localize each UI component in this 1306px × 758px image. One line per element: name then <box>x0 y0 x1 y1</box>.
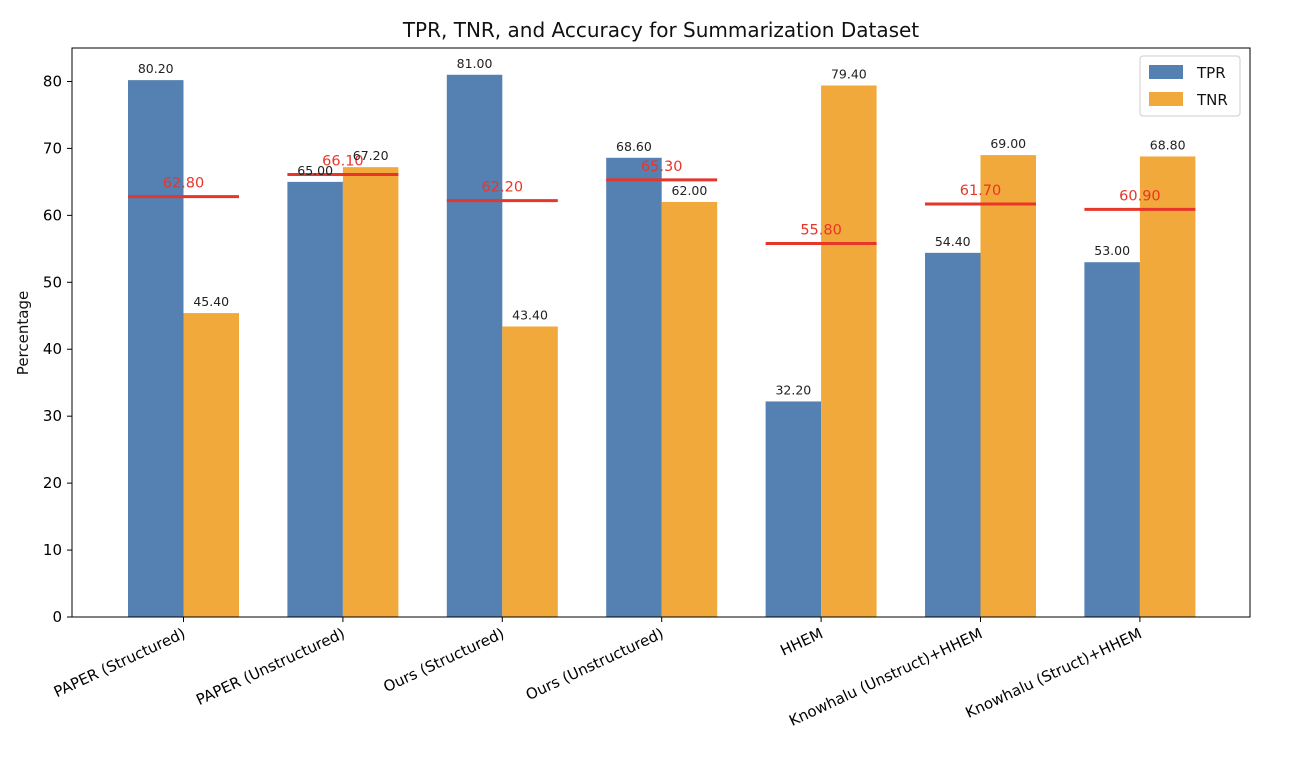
bar-tnr-4 <box>821 85 877 617</box>
bar-tnr-3 <box>661 201 718 617</box>
bar-tnr-5 <box>980 155 1036 617</box>
y-axis: 0 10 20 30 40 50 60 70 80 <box>43 72 72 626</box>
bar-label-tnr-3: 62.00 <box>672 183 708 198</box>
y-tick-label-3: 30 <box>43 407 62 425</box>
bar-tnr-6 <box>1139 156 1196 617</box>
bar-label-tnr-0: 45.40 <box>193 294 229 309</box>
accuracy-layer: 62.80 66.10 62.20 65.30 55.80 61.70 60.90 <box>128 154 1196 245</box>
accuracy-label-2: 62.20 <box>482 180 524 196</box>
legend-label-tpr: TPR <box>1196 64 1226 82</box>
bar-label-tpr-4: 32.20 <box>775 382 811 397</box>
bar-label-tpr-6: 53.00 <box>1094 243 1130 258</box>
bar-label-tpr-0: 80.20 <box>138 61 174 76</box>
bar-tpr-0 <box>128 80 184 617</box>
bar-label-tnr-2: 43.40 <box>512 307 548 322</box>
legend-swatch-tnr <box>1149 92 1183 106</box>
y-axis-title: Percentage <box>14 291 32 375</box>
bar-tpr-3 <box>606 157 662 618</box>
bar-label-tnr-6: 68.80 <box>1150 137 1186 152</box>
bar-tnr-1 <box>342 167 399 618</box>
x-tick-label-2: Ours (Structured) <box>381 624 507 696</box>
bar-tpr-1 <box>287 181 343 617</box>
plot-frame <box>71 47 1251 618</box>
y-tick-label-6: 60 <box>43 206 62 224</box>
accuracy-label-1: 66.10 <box>322 154 364 170</box>
y-tick-label-0: 0 <box>52 608 62 626</box>
x-axis: PAPER (Structured) PAPER (Unstructured) Ou… <box>51 617 1145 730</box>
bar-label-tnr-1: 67.20 <box>353 148 389 163</box>
y-tick-label-2: 20 <box>43 474 62 492</box>
bars-layer <box>128 74 1196 618</box>
bar-label-tpr-5: 54.40 <box>935 234 971 249</box>
legend: TPR TNR <box>1139 55 1241 117</box>
accuracy-label-0: 62.80 <box>163 176 205 192</box>
chart-title: TPR, TNR, and Accuracy for Summarization… <box>402 18 919 42</box>
y-tick-label-8: 80 <box>43 72 62 90</box>
y-tick-label-1: 10 <box>43 541 62 559</box>
bar-tpr-2 <box>446 74 503 617</box>
accuracy-label-5: 61.70 <box>960 183 1002 199</box>
bar-label-tnr-5: 69.00 <box>990 136 1026 151</box>
x-tick-label-4: HHEM <box>777 624 825 659</box>
x-tick-label-0: PAPER (Structured) <box>51 624 188 701</box>
labels-layer: 80.20 65.00 81.00 68.60 32.20 54.40 53.00 45.40… <box>138 56 1186 398</box>
accuracy-label-6: 60.90 <box>1119 188 1161 204</box>
bar-tnr-2 <box>502 326 558 617</box>
bar-label-tpr-1: 65.00 <box>297 163 333 178</box>
bar-tnr-0 <box>183 313 239 617</box>
bar-tpr-5 <box>925 252 981 617</box>
bar-tpr-6 <box>1084 262 1140 617</box>
legend-swatch-tpr <box>1149 65 1183 79</box>
bar-label-tpr-2: 81.00 <box>457 56 493 71</box>
accuracy-label-4: 55.80 <box>800 222 842 238</box>
bar-label-tnr-4: 79.40 <box>831 66 867 81</box>
bar-tpr-4 <box>765 401 822 617</box>
y-tick-label-4: 40 <box>43 340 62 358</box>
y-tick-label-7: 70 <box>43 139 62 157</box>
y-tick-label-5: 50 <box>43 273 62 291</box>
x-tick-label-3: Ours (Unstructured) <box>523 624 666 704</box>
x-tick-label-6: Knowhalu (Struct)+HHEM <box>963 624 1145 722</box>
bar-label-tpr-3: 68.60 <box>616 139 652 154</box>
x-tick-label-1: PAPER (Unstructured) <box>193 624 347 709</box>
legend-label-tnr: TNR <box>1196 91 1228 109</box>
accuracy-label-3: 65.30 <box>641 159 683 175</box>
